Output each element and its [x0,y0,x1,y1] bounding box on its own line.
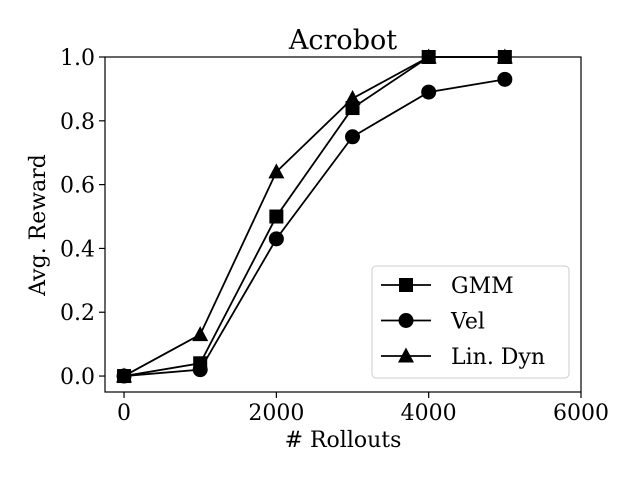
x-tick-label: 0 [117,401,131,426]
legend-marker [398,347,414,363]
data-point-vel [497,71,513,87]
series-lin-dyn [116,48,513,383]
y-tick-label: 1.0 [60,46,95,71]
data-point-vel [192,362,208,378]
legend-item-lin-dyn: Lin. Dyn [381,345,545,370]
legend-marker [399,278,413,292]
legend-label: Lin. Dyn [451,345,545,370]
data-point-gmm [269,209,284,224]
data-point-lin-dyn [116,367,133,383]
series-vel [116,71,513,384]
data-point-lin-dyn [420,48,437,64]
series-line-lin-dyn [123,56,505,377]
y-axis-label: Avg. Reward [26,154,51,297]
y-tick-label: 0.8 [60,110,95,135]
y-tick-label: 0.4 [60,237,95,262]
y-tick-label: 0.2 [60,301,95,326]
y-tick-label: 0.0 [60,365,95,390]
chart-title: Acrobot [288,25,397,56]
legend-label: GMM [451,274,514,299]
data-point-lin-dyn [192,326,209,342]
y-tick-label: 0.6 [60,174,95,199]
data-point-vel [345,129,361,145]
series-layer [116,48,513,384]
data-point-lin-dyn [344,89,361,105]
legend-item-gmm: GMM [381,274,514,299]
x-axis-label: # Rollouts [285,428,402,453]
legend-box [371,265,570,379]
legend-item-vel: Vel [381,310,485,335]
plot-frame [104,56,582,393]
axis-ticks: 0 2000 4000 6000 0.0 0.2 0.4 0.6 0.8 1.0 [60,46,609,426]
x-tick-label: 2000 [248,401,304,426]
legend-marker [398,313,414,328]
x-tick-label: 6000 [553,401,609,426]
data-point-lin-dyn [268,163,285,179]
legend-label: Vel [450,310,485,335]
legend: GMM Vel Lin. Dyn [371,265,570,379]
series-line-vel [123,78,505,377]
x-tick-label: 4000 [401,401,457,426]
data-point-lin-dyn [496,48,513,64]
data-point-vel [421,84,437,100]
data-point-vel [268,231,284,247]
